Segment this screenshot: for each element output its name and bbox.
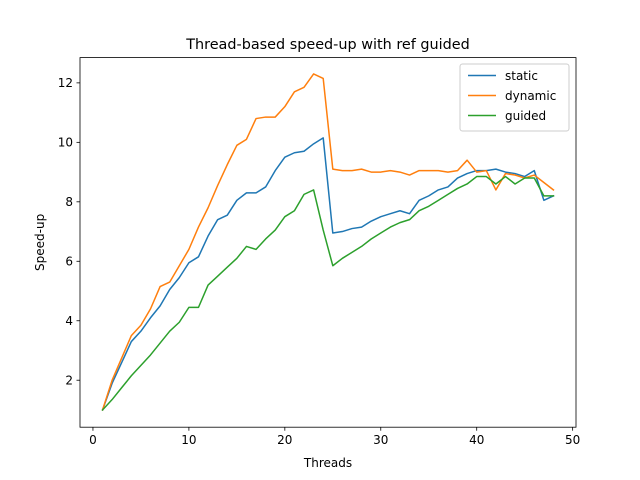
y-tick-label: 2 bbox=[65, 374, 73, 388]
y-tick-label: 4 bbox=[65, 314, 73, 328]
x-axis-label: Threads bbox=[303, 456, 352, 470]
axes: 0 10 20 30 40 50 2 4 6 8 10 12 bbox=[58, 76, 581, 447]
x-tick-label: 20 bbox=[277, 433, 292, 447]
series-line-static bbox=[101, 137, 555, 411]
series-lines bbox=[101, 73, 555, 412]
chart-title: Thread-based speed-up with ref guided bbox=[185, 37, 470, 53]
legend: static dynamic guided bbox=[459, 63, 570, 132]
axes-frame bbox=[79, 57, 577, 428]
x-tick-label: 40 bbox=[469, 433, 484, 447]
x-tick-label: 10 bbox=[181, 433, 196, 447]
x-tick-label: 50 bbox=[565, 433, 580, 447]
y-axis-label: Speed-up bbox=[33, 214, 47, 271]
y-tick-label: 6 bbox=[65, 255, 73, 269]
x-tick-label: 0 bbox=[89, 433, 97, 447]
series-line-dynamic bbox=[101, 73, 555, 411]
x-tick-label: 30 bbox=[373, 433, 388, 447]
y-tick-label: 10 bbox=[58, 136, 73, 150]
y-tick-label: 12 bbox=[58, 76, 73, 90]
legend-box bbox=[459, 63, 570, 132]
y-tick-label: 8 bbox=[65, 195, 73, 209]
series-line-guided bbox=[101, 175, 555, 412]
legend-label-static: static bbox=[505, 69, 538, 83]
legend-label-guided: guided bbox=[505, 109, 546, 123]
legend-label-dynamic: dynamic bbox=[505, 89, 556, 103]
